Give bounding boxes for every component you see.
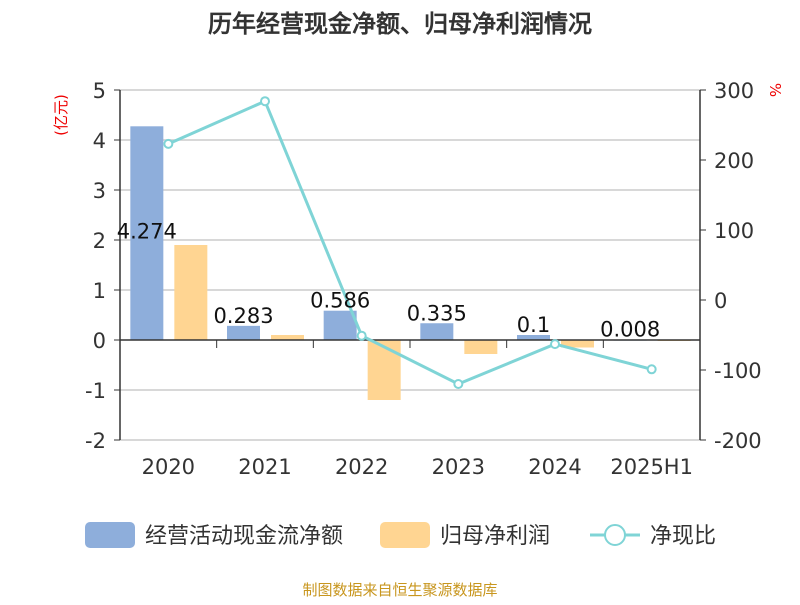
bar-data-label: 0.335 (407, 301, 467, 325)
y-tick-label-left: 3 (93, 179, 106, 203)
y-tick-label-left: -2 (85, 429, 106, 453)
legend-label: 归母净利润 (440, 524, 550, 549)
chart-title: 历年经营现金净额、归母净利润情况 (208, 10, 592, 38)
data-labels: 4.274 0.283 0.586 0.335 0.1 0.008 (117, 219, 660, 341)
y-tick-label-left: -1 (85, 379, 106, 403)
x-tick-label: 2020 (142, 455, 195, 479)
y-axis-left-label: (亿元) (52, 94, 70, 136)
legend-label: 经营活动现金流净额 (145, 524, 343, 549)
y-tick-label-right: -100 (714, 359, 762, 383)
x-tick-label: 2024 (528, 455, 581, 479)
y-tick-label-right: -200 (714, 429, 762, 453)
x-tick-label: 2022 (335, 455, 388, 479)
bar-data-label: 0.1 (517, 313, 550, 337)
legend-label: 净现比 (650, 524, 716, 549)
ratio-point (260, 96, 270, 107)
bar-cash-flow (130, 126, 164, 340)
bar-net-profit (367, 340, 401, 400)
y-axis-right-label: % (766, 83, 784, 97)
y-tick-label-left: 2 (93, 229, 106, 253)
bar-cash-flow (517, 335, 550, 340)
bar-cash-flow (420, 323, 454, 340)
legend-swatch (85, 522, 135, 548)
bar-net-profit (271, 335, 304, 340)
legend: 经营活动现金流净额 归母净利润 净现比 (85, 522, 716, 549)
x-tick-label: 2023 (432, 455, 485, 479)
bar-data-label: 0.586 (310, 289, 370, 313)
x-tick-label: 2025H1 (610, 455, 693, 479)
y-tick-label-right: 300 (714, 79, 754, 103)
y-tick-label-right: 0 (714, 289, 727, 313)
y-tick-label-left: 0 (93, 329, 106, 353)
y-tick-label-left: 1 (93, 279, 106, 303)
ratio-line-path (167, 99, 653, 386)
y-tick-label-left: 4 (93, 129, 106, 153)
ratio-point (550, 339, 560, 350)
legend-marker (604, 524, 626, 546)
bar-cash-flow (323, 310, 357, 340)
y-tick-label-right: 200 (714, 149, 754, 173)
gridlines (120, 89, 700, 441)
bar-data-label: 0.283 (213, 304, 273, 328)
legend-swatch (380, 522, 430, 548)
bar-net-profit (174, 245, 208, 340)
bar-data-label: 0.008 (600, 318, 660, 342)
ratio-line (163, 96, 657, 389)
axes: -2 -1 0 1 2 3 4 5 -200 -100 0 100 200 300 2020 2021 2022… (85, 79, 762, 479)
bar-cash-flow (227, 325, 260, 340)
bar-data-label: 4.274 (117, 219, 177, 243)
bar-net-profit (561, 340, 594, 348)
y-tick-label-left: 5 (93, 79, 106, 103)
ratio-point (163, 138, 174, 149)
ratio-point (453, 379, 464, 389)
ratio-point (646, 364, 657, 375)
source-note: 制图数据来自恒生聚源数据库 (302, 581, 497, 599)
bar-net-profit (464, 340, 498, 354)
ratio-point (356, 330, 367, 341)
bars (130, 126, 691, 400)
x-tick-label: 2021 (238, 455, 291, 479)
y-tick-label-right: 100 (714, 219, 754, 243)
